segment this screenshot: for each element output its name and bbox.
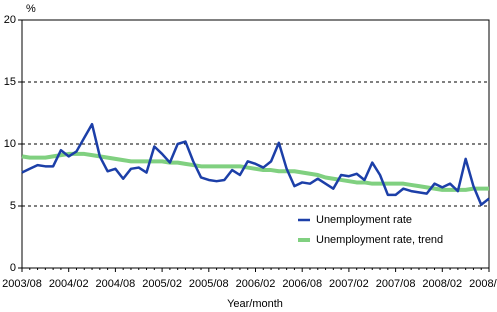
- x-axis-label: Year/month: [227, 298, 283, 310]
- x-tick-label: 2003/08: [2, 278, 42, 290]
- x-tick-label: 2007/08: [376, 278, 416, 290]
- x-tick-label: 2005/08: [189, 278, 229, 290]
- legend-label: Unemployment rate: [316, 214, 412, 226]
- legend-label: Unemployment rate, trend: [316, 234, 443, 246]
- y-tick-label: 5: [10, 200, 16, 212]
- x-tick-label: 2005/02: [142, 278, 182, 290]
- series-line: [21, 151, 489, 192]
- y-tick-label: 15: [4, 76, 16, 88]
- x-tick-label: 2006/02: [236, 278, 276, 290]
- x-tick-label: 2004/08: [96, 278, 136, 290]
- y-tick-label: 0: [10, 262, 16, 274]
- y-tick-label: 10: [4, 138, 16, 150]
- y-axis-label: %: [26, 3, 36, 15]
- series-line: [21, 122, 490, 207]
- x-tick-label: 2004/02: [49, 278, 89, 290]
- x-tick-label: 2008/08: [469, 278, 497, 290]
- x-tick-label: 2007/02: [329, 278, 369, 290]
- y-tick-label: 20: [4, 14, 16, 26]
- x-tick-label: 2008/02: [422, 278, 462, 290]
- x-tick-label: 2006/08: [282, 278, 322, 290]
